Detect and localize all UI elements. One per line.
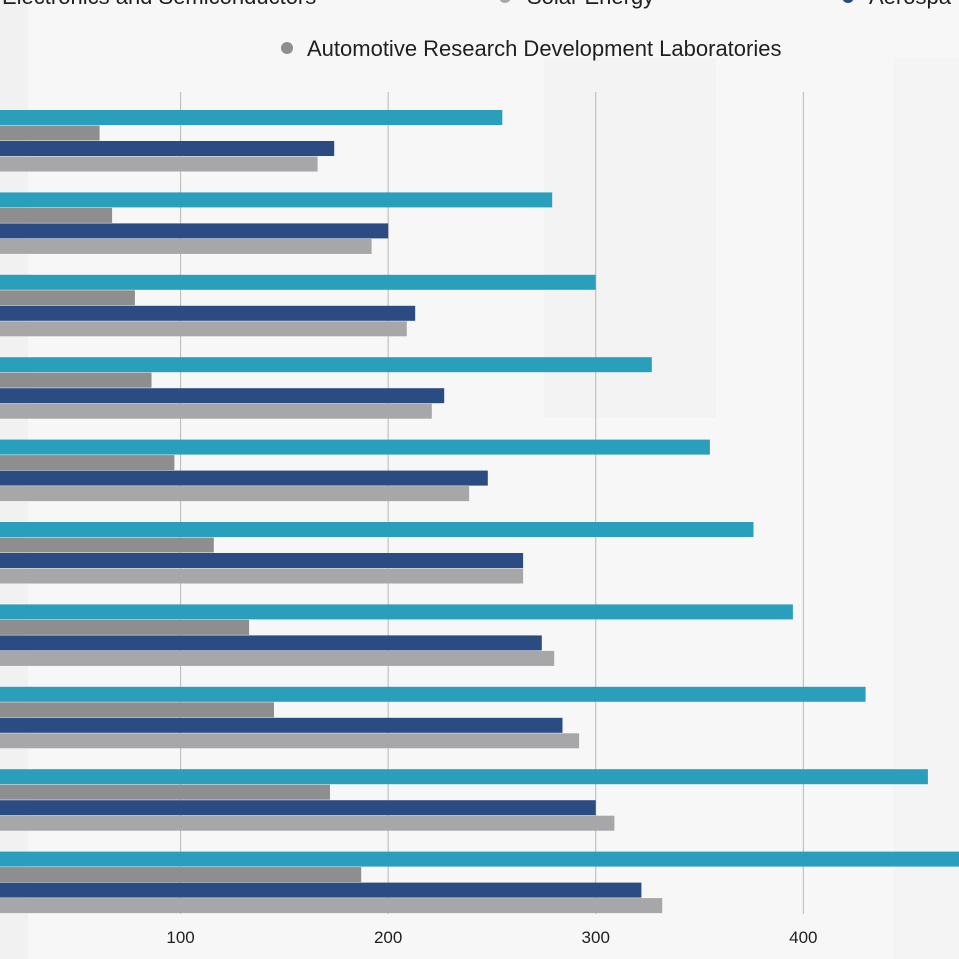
bar	[0, 156, 318, 172]
x-axis-ticks: 100 200 300 400	[166, 928, 817, 947]
bar	[0, 403, 432, 419]
bar	[0, 357, 652, 373]
bars-layer	[0, 110, 959, 914]
bar	[0, 223, 389, 239]
bar	[0, 568, 524, 584]
x-tick-label: 400	[789, 928, 817, 947]
bar	[0, 141, 335, 156]
bar	[0, 898, 663, 914]
x-tick-label: 100	[166, 928, 194, 947]
bar	[0, 238, 372, 254]
bar	[0, 553, 524, 568]
legend: Electronics and Semiconductors Solar Ene…	[2, 0, 952, 61]
bar	[0, 867, 362, 883]
bar	[0, 733, 580, 749]
bar	[0, 125, 100, 141]
legend-marker-aerospace	[842, 0, 854, 3]
x-tick-label: 200	[374, 928, 402, 947]
bar	[0, 537, 214, 553]
bar	[0, 851, 959, 867]
bar	[0, 604, 793, 620]
bar	[0, 372, 152, 388]
bar	[0, 470, 488, 486]
bar	[0, 686, 866, 702]
bar	[0, 815, 615, 831]
legend-label-electronics: Electronics and Semiconductors	[2, 0, 316, 9]
bar	[0, 207, 113, 223]
bar	[0, 882, 642, 898]
bar	[0, 388, 445, 404]
bar	[0, 274, 596, 290]
bar	[0, 439, 710, 455]
bar	[0, 769, 928, 785]
legend-label-solar: Solar Energy	[527, 0, 654, 9]
background-panel	[894, 58, 959, 959]
bar	[0, 305, 416, 321]
x-tick-label: 300	[582, 928, 610, 947]
bar	[0, 192, 553, 208]
bar	[0, 800, 596, 816]
bar	[0, 321, 407, 337]
legend-marker-automotive	[281, 42, 293, 54]
bar	[0, 635, 542, 651]
bar	[0, 290, 135, 306]
bar	[0, 717, 563, 733]
bar	[0, 650, 555, 666]
bar	[0, 522, 754, 537]
bar	[0, 455, 175, 471]
bar	[0, 110, 503, 125]
bar	[0, 486, 470, 502]
bar	[0, 784, 330, 800]
bar	[0, 619, 250, 635]
legend-label-automotive: Automotive Research Development Laborato…	[307, 36, 781, 61]
legend-marker-solar	[499, 0, 511, 3]
bar	[0, 702, 274, 718]
legend-label-aerospace: Aerospa	[869, 0, 952, 9]
